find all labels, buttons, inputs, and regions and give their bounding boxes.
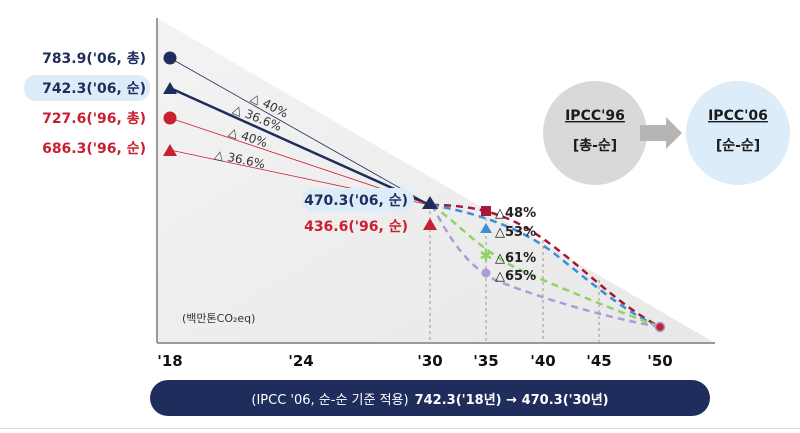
footer-values: 742.3('18년) → 470.3('30년) [414,392,609,408]
plot-background [157,18,715,343]
ipcc06-circle [686,81,790,185]
target-label-470-3: 470.3('06, 순) [304,193,408,209]
ipcc96-circle [543,81,647,185]
target-label-436-6: 436.6('96, 순) [304,219,408,235]
ipcc06-sub: [순-순] [716,138,760,154]
x-tick: '30 [417,352,442,370]
x-tick: '24 [288,352,313,370]
x-tick: '45 [586,352,611,370]
ipcc96-sub: [총-순] [573,138,617,154]
label-686-3: 686.3('96, 순) [42,141,146,157]
label-742-3: 742.3('06, 순) [42,81,146,97]
target-pill [302,188,414,212]
marker-686-3 [163,144,177,156]
unit-label: (백만톤CO₂eq) [182,312,255,325]
scenario-61-label: △61% [495,251,536,266]
scenario-65-label: △65% [495,269,536,284]
ipcc96-title: IPCC'96 [565,108,625,124]
scenario-53-label: △53% [495,225,536,240]
marker-783-9 [163,51,177,65]
label-727-6: 727.6('96, 총) [42,111,146,127]
footer-banner: (IPCC '06, 순-순 기준 적용) 742.3('18년) → 470.… [150,380,710,416]
line-742-3 [169,86,431,207]
scenario-61-line [431,203,661,329]
endpoint-2050 [654,321,666,333]
scenario-53-line [431,203,661,329]
x-tick: '40 [530,352,555,370]
ipcc06-title: IPCC'06 [708,108,768,124]
scenario-65-line [430,204,661,329]
line-783-9 [169,57,431,206]
marker-470-3 [422,196,438,209]
x-tick: '50 [647,352,672,370]
marker-436-6 [423,218,437,230]
highlight-pill [24,75,150,101]
label-783-9: 783.9('06, 총) [42,51,146,67]
x-tick: '35 [473,352,498,370]
scenario-61-marker: ✱ [479,246,492,265]
x-tick: '18 [157,352,182,370]
footer-text: (IPCC '06, 순-순 기준 적용) [251,392,409,408]
scenario-48-label: △48% [495,206,536,221]
marker-742-3 [163,82,177,94]
scenario-48-marker [481,206,491,216]
scenario-65-marker [481,268,491,278]
scenario-48-line [431,203,661,329]
marker-727-6 [163,111,177,125]
guide-lines [429,205,600,343]
bottom-divider [0,428,800,429]
arrow-icon [640,117,682,149]
scenario-53-marker [480,223,492,233]
